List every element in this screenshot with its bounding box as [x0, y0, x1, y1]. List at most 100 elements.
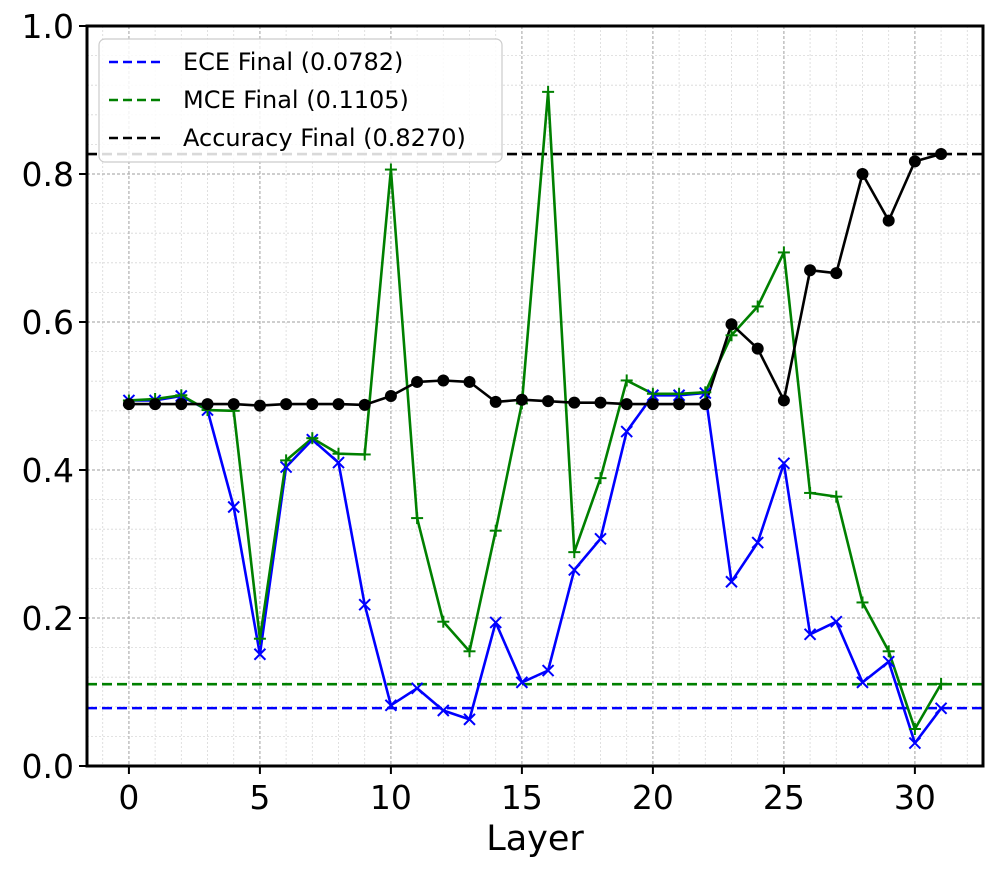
- legend-box: [98, 38, 503, 163]
- x-marker-stroke: [830, 615, 843, 628]
- mce-point: [306, 432, 319, 445]
- ece-point: [777, 457, 791, 470]
- ece-point: [803, 628, 817, 641]
- accuracy-point: [227, 398, 240, 411]
- ece-point: [856, 676, 869, 689]
- x-tick-label: 20: [632, 778, 674, 817]
- mce-point: [646, 387, 659, 400]
- x-marker-stroke: [803, 628, 817, 641]
- x-tick-label: 10: [370, 778, 412, 817]
- mce-point: [620, 374, 633, 387]
- mce-point: [253, 632, 266, 645]
- accuracy-point: [594, 396, 607, 409]
- acc-final-legend-label: Accuracy Final (0.8270): [183, 124, 466, 152]
- x-marker-stroke: [541, 664, 555, 677]
- accuracy-point: [751, 342, 764, 355]
- x-marker-stroke: [934, 702, 948, 715]
- accuracy-point: [777, 394, 790, 407]
- accuracy-point: [882, 214, 895, 227]
- mce-point: [358, 448, 371, 461]
- ece-point: [934, 702, 948, 715]
- accuracy-point: [725, 318, 738, 331]
- mce-point: [673, 387, 686, 400]
- ece-point: [830, 615, 843, 628]
- mce-point: [725, 329, 738, 342]
- ece-point: [908, 736, 922, 750]
- accuracy-point: [175, 398, 188, 411]
- accuracy-point: [384, 390, 397, 402]
- mce-point: [463, 645, 476, 658]
- accuracy-point: [463, 375, 476, 388]
- x-marker-stroke: [279, 460, 293, 474]
- accuracy-point: [856, 168, 869, 180]
- accuracy-point: [673, 398, 686, 411]
- x-marker-stroke: [384, 699, 398, 712]
- mce-final-legend-label: MCE Final (0.1105): [183, 86, 409, 114]
- x-marker-stroke: [253, 648, 267, 661]
- x-marker-stroke: [725, 575, 738, 588]
- ece-point: [437, 704, 450, 717]
- x-marker-stroke: [777, 457, 791, 470]
- x-tick-label: 15: [501, 778, 543, 817]
- mce-point: [594, 472, 607, 485]
- accuracy-point: [411, 375, 424, 388]
- ece-point: [725, 575, 738, 588]
- mce-point: [699, 386, 712, 399]
- x-marker-stroke: [410, 682, 424, 695]
- accuracy-point: [358, 398, 371, 411]
- mce-point: [830, 490, 843, 503]
- x-axis-ticks: 0 5 10 15 20 25 30: [118, 766, 936, 817]
- accuracy-point: [201, 398, 214, 411]
- ece-final-legend-label: ECE Final (0.0782): [183, 48, 403, 76]
- y-tick-label: 0.4: [22, 451, 74, 490]
- accuracy-point: [646, 398, 659, 411]
- mce-point: [542, 85, 555, 98]
- mce-point: [751, 300, 764, 313]
- y-tick-label: 0.2: [22, 599, 74, 638]
- ece-point: [227, 500, 240, 514]
- ece-series-line: [128, 391, 943, 745]
- mce-point: [437, 615, 450, 628]
- mce-point: [332, 447, 345, 460]
- accuracy-point: [620, 398, 633, 411]
- x-marker-stroke: [332, 456, 345, 469]
- accuracy-point: [332, 398, 345, 411]
- x-marker-stroke: [515, 676, 529, 689]
- accuracy-point: [489, 395, 502, 408]
- x-tick-label: 25: [763, 778, 805, 817]
- ece-point: [541, 664, 555, 677]
- mce-point: [411, 512, 424, 525]
- ece-point: [358, 598, 371, 611]
- x-marker-stroke: [908, 736, 922, 750]
- ece-point: [751, 536, 764, 549]
- accuracy-point: [306, 398, 319, 411]
- mce-point: [489, 524, 502, 537]
- mce-point: [908, 723, 921, 735]
- y-tick-label: 0.8: [22, 155, 74, 194]
- accuracy-point: [804, 264, 817, 277]
- x-marker-stroke: [489, 616, 502, 629]
- series-markers: [122, 85, 948, 750]
- mce-point: [384, 163, 397, 176]
- mce-series-line: [128, 90, 943, 731]
- accuracy-point: [542, 395, 555, 408]
- x-marker-stroke: [463, 713, 476, 726]
- ece-point: [463, 713, 476, 726]
- legend: ECE Final (0.0782) MCE Final (0.1105) Accu…: [98, 38, 503, 163]
- mce-point: [280, 454, 293, 467]
- x-marker-stroke: [437, 704, 450, 717]
- accuracy-point: [515, 393, 528, 406]
- mce-point: [568, 546, 581, 559]
- plot-frame: [85, 24, 985, 768]
- accuracy-point: [437, 374, 450, 387]
- ece-point: [620, 425, 633, 438]
- ece-point: [568, 563, 581, 577]
- ece-point: [489, 616, 502, 629]
- accuracy-point: [122, 398, 135, 411]
- mce-point: [882, 645, 895, 658]
- ece-point: [279, 460, 293, 474]
- y-axis-ticks: 0.0 0.2 0.4 0.6 0.8 1.0: [22, 7, 87, 786]
- accuracy-point: [280, 398, 293, 411]
- x-marker-stroke: [620, 425, 633, 438]
